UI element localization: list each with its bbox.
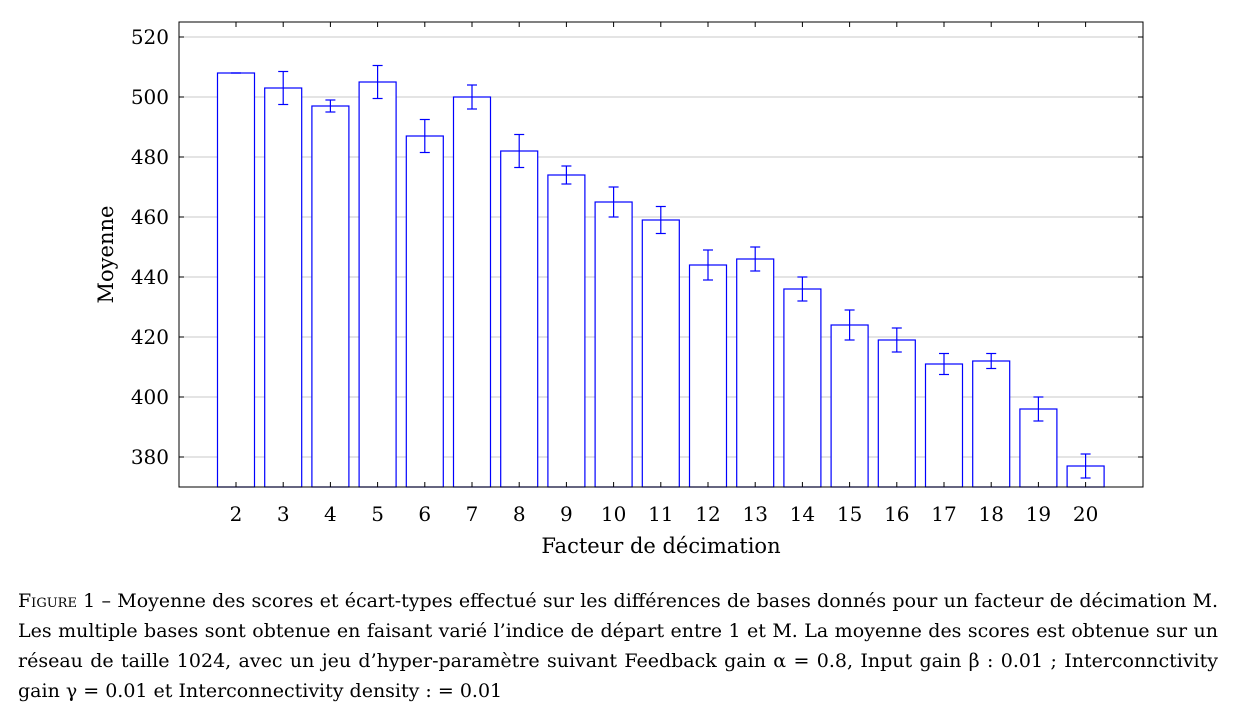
error-bar <box>1033 396 1044 422</box>
x-tick-label: 6 <box>418 502 431 526</box>
x-tick-label: 17 <box>931 502 956 526</box>
y-tick-label: 520 <box>131 25 169 49</box>
bar <box>452 96 492 488</box>
error-bar <box>561 165 572 185</box>
x-tick-label: 3 <box>277 502 290 526</box>
bar <box>877 339 916 488</box>
bar <box>736 258 775 488</box>
x-tick-label: 14 <box>790 502 815 526</box>
y-tick-label: 460 <box>131 205 169 229</box>
x-tick-label: 19 <box>1026 502 1051 526</box>
y-tick-label: 480 <box>131 145 169 169</box>
bar <box>972 360 1011 488</box>
x-tick-label: 10 <box>601 502 626 526</box>
error-bar <box>986 352 997 370</box>
bar <box>830 324 869 488</box>
x-tick-label: 9 <box>560 502 573 526</box>
x-tick-label: 7 <box>466 502 479 526</box>
x-axis-title: Facteur de décimation <box>541 534 780 558</box>
error-bars <box>231 64 1091 479</box>
error-bar <box>278 70 289 106</box>
y-tick-label: 420 <box>131 325 169 349</box>
x-tick-label: 18 <box>978 502 1003 526</box>
bar <box>311 105 350 488</box>
error-bar <box>325 99 336 113</box>
bar <box>547 174 586 488</box>
bar <box>1019 408 1058 488</box>
error-bar <box>372 64 383 100</box>
error-bar <box>1080 453 1091 479</box>
x-tick-label: 13 <box>742 502 767 526</box>
caption-figure-label: Figure 1 <box>18 590 96 612</box>
x-tick-label: 2 <box>230 502 243 526</box>
error-bar <box>844 309 855 341</box>
bar <box>500 150 539 488</box>
x-tick-labels: 2 3 4 5 6 7 8 9 10 11 12 13 14 15 16 17 18 19 20 <box>230 502 1099 526</box>
y-tick-label: 500 <box>131 85 169 109</box>
x-tick-label: 11 <box>648 502 673 526</box>
bar <box>641 219 680 488</box>
error-bar <box>655 205 666 235</box>
bar <box>264 87 303 488</box>
x-tick-label: 16 <box>884 502 909 526</box>
y-tick-label: 440 <box>131 265 169 289</box>
y-tick-labels: 380 400 420 440 460 480 500 520 <box>131 25 169 469</box>
bar <box>688 264 728 488</box>
figure-caption: Figure 1 – Moyenne des scores et écart-t… <box>18 586 1218 706</box>
bar <box>405 135 444 488</box>
error-bar <box>608 186 619 218</box>
error-bar <box>514 133 525 169</box>
x-tick-label: 5 <box>371 502 384 526</box>
error-bar <box>703 249 713 281</box>
bar <box>216 72 256 488</box>
y-tick-label: 400 <box>131 385 169 409</box>
error-bar <box>419 118 430 154</box>
x-tick-label: 8 <box>513 502 526 526</box>
error-bar <box>797 276 808 302</box>
x-tick-label: 4 <box>324 502 337 526</box>
y-tick-label: 380 <box>131 445 169 469</box>
axis-ticks <box>179 22 1143 487</box>
y-axis-title: Moyenne <box>94 206 118 304</box>
caption-text: – Moyenne des scores et écart-types effe… <box>18 590 1218 702</box>
error-bar <box>891 327 902 353</box>
bar <box>924 363 964 488</box>
bar <box>358 81 397 488</box>
x-tick-label: 20 <box>1073 502 1098 526</box>
x-tick-label: 12 <box>695 502 720 526</box>
bar <box>783 288 822 488</box>
bars <box>216 72 1105 488</box>
bar-chart: 380 400 420 440 460 480 500 520 2 3 4 5 6 7 8 9 10 11 12 1… <box>94 21 1144 558</box>
error-bar <box>939 352 949 376</box>
error-bar <box>750 246 761 272</box>
x-tick-label: 15 <box>837 502 862 526</box>
error-bar <box>467 84 477 110</box>
bar <box>594 201 633 488</box>
